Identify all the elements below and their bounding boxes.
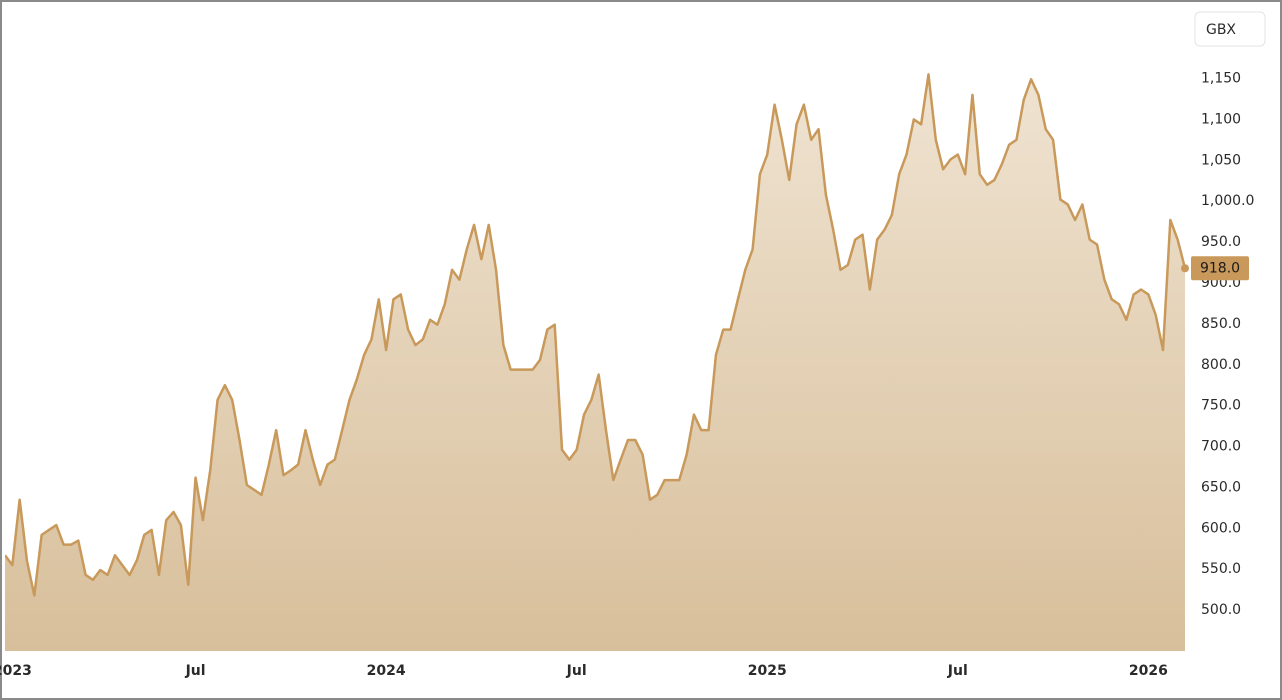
x-tick-label: 2026 [1129, 663, 1168, 679]
y-tick-label: 500.0 [1201, 602, 1241, 618]
y-tick-label: 1,050 [1201, 152, 1241, 168]
plot-area [5, 73, 1187, 652]
last-point [1181, 264, 1189, 273]
x-tick-label: 2025 [748, 663, 787, 679]
y-tick-label: 650.0 [1201, 479, 1241, 495]
price-tag-label: 918.0 [1200, 260, 1240, 276]
price-tag [1191, 256, 1249, 281]
y-tick-label: 1,100 [1201, 111, 1241, 127]
currency-box[interactable] [1194, 11, 1266, 47]
currency-label: GBX [1206, 22, 1236, 38]
y-tick-label: 1,150 [1201, 71, 1241, 87]
area [5, 74, 1185, 652]
x-tick-label: Jul [185, 663, 206, 679]
y-tick-label: 600.0 [1201, 520, 1241, 536]
x-tick-label: Jul [566, 663, 587, 679]
x-tick-label: Jul [947, 663, 968, 679]
x-tick-label: 2023 [0, 663, 32, 679]
y-tick-label: 850.0 [1201, 316, 1241, 332]
y-tick-label: 550.0 [1201, 561, 1241, 577]
x-tick-label: 2024 [367, 663, 406, 679]
y-tick-label: 1,000.0 [1201, 193, 1254, 209]
price-line [5, 73, 1187, 597]
y-tick-label: 800.0 [1201, 357, 1241, 373]
y-tick-label: 750.0 [1201, 398, 1241, 414]
y-tick-label: 950.0 [1201, 234, 1241, 250]
y-tick-label: 700.0 [1201, 439, 1241, 455]
